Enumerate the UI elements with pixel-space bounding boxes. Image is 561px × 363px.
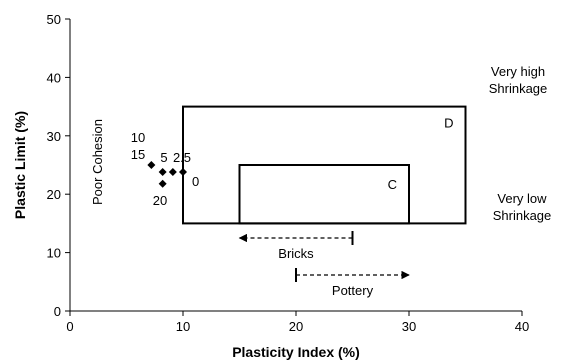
- annotations: 10 15 5 2.50 20 Poor Cohesion Very high Shrinka…: [90, 64, 551, 223]
- x-tick-label: 20: [289, 319, 303, 334]
- y-tick-label: 50: [47, 12, 61, 27]
- point-label: 10: [131, 130, 145, 145]
- x-tick-label: 0: [66, 319, 73, 334]
- point-label: 0: [192, 174, 199, 189]
- region-c-box: [238, 164, 410, 225]
- y-tick-label: 30: [47, 129, 61, 144]
- y-tick-label: 0: [54, 304, 61, 319]
- pottery-range-label: Pottery: [332, 283, 374, 298]
- range-arrows: Bricks Pottery: [238, 231, 410, 298]
- very-low-label: Very low: [497, 191, 547, 206]
- data-points: [147, 161, 187, 188]
- point-label: 5: [160, 150, 167, 165]
- data-point: [179, 168, 187, 177]
- x-axis-title: Plasticity Index (%): [232, 344, 360, 360]
- bricks-range-label: Bricks: [278, 246, 314, 261]
- x-tick-label: 40: [515, 319, 529, 334]
- y-tick-label: 10: [47, 246, 61, 261]
- data-point: [168, 168, 177, 177]
- very-high-shrinkage-label: Shrinkage: [489, 81, 548, 96]
- x-tick-label: 10: [176, 319, 190, 334]
- region-d-label: D: [444, 116, 453, 131]
- poor-cohesion-label: Poor Cohesion: [90, 119, 105, 205]
- very-high-label: Very high: [491, 64, 545, 79]
- region-c-label: C: [388, 177, 397, 192]
- point-label: 15: [131, 147, 145, 162]
- x-tick-label: 30: [402, 319, 416, 334]
- point-label: 20: [153, 193, 167, 208]
- data-point: [158, 179, 167, 188]
- y-tick-label: 40: [47, 70, 61, 85]
- very-low-shrinkage-label: Shrinkage: [493, 208, 552, 223]
- point-label: 2.5: [173, 150, 191, 165]
- y-axis-title: Plastic Limit (%): [12, 111, 28, 219]
- data-point: [147, 161, 156, 169]
- data-point: [158, 168, 167, 177]
- regions: DC: [182, 105, 467, 225]
- y-tick-label: 20: [47, 187, 61, 202]
